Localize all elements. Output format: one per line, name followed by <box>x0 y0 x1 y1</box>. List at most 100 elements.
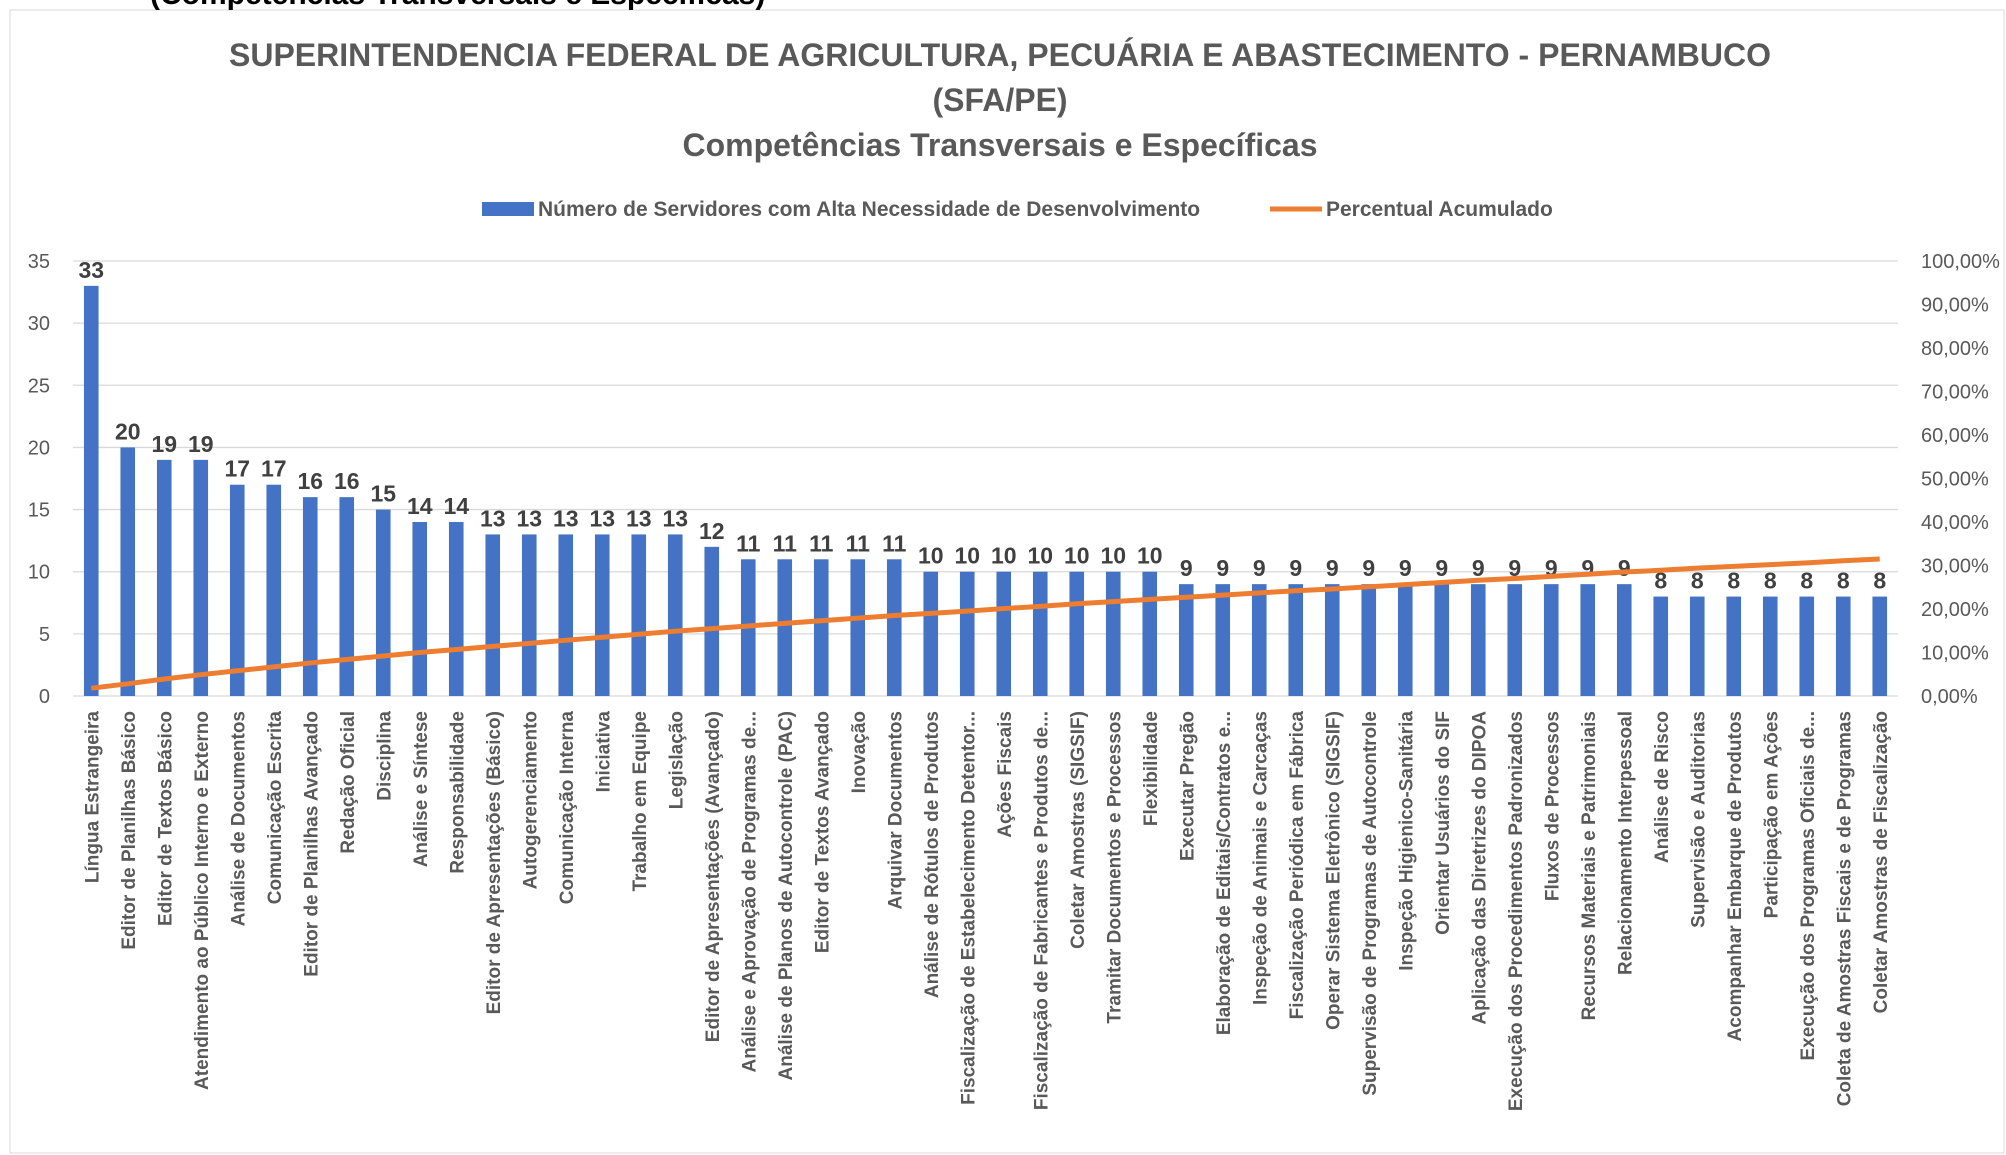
legend-swatch <box>482 202 534 216</box>
bar <box>120 447 136 696</box>
data-label: 33 <box>78 257 104 283</box>
data-label: 8 <box>1800 568 1813 594</box>
x-tick-label: Análise de Rótulos de Produtos <box>922 711 943 998</box>
x-tick-label: Orientar Usuários do SIF <box>1433 711 1454 935</box>
x-tick-label: Aplicação das Diretrizes do DIPOA <box>1469 711 1490 1025</box>
data-label: 11 <box>882 530 907 556</box>
bar <box>996 571 1012 696</box>
data-label: 10 <box>1137 543 1163 569</box>
bar <box>1434 584 1450 696</box>
x-tick-label: Participação em Ações <box>1761 711 1782 918</box>
x-tick-label: Análise de Risco <box>1652 711 1673 863</box>
data-label: 10 <box>1100 543 1126 569</box>
bar <box>667 534 683 696</box>
bar <box>1872 596 1888 696</box>
y2-tick-label: 60,00% <box>1921 425 1989 447</box>
y2-tick-label: 40,00% <box>1921 512 1989 534</box>
bar <box>1251 584 1267 696</box>
bar <box>521 534 537 696</box>
bar <box>777 559 793 696</box>
data-label: 13 <box>626 505 652 531</box>
bar <box>1069 571 1085 696</box>
data-label: 16 <box>297 468 323 494</box>
chart-title: SUPERINTENDENCIA FEDERAL DE AGRICULTURA,… <box>229 37 1771 73</box>
y-tick-label: 30 <box>28 313 50 335</box>
x-tick-label: Inspeção Higienico-Sanitária <box>1396 711 1417 971</box>
data-label: 11 <box>846 530 871 556</box>
x-tick-label: Coletar Amostras de Fiscalização <box>1871 711 1892 1013</box>
bar <box>1215 584 1231 696</box>
chart-title: (SFA/PE) <box>932 82 1067 118</box>
bar <box>886 559 902 696</box>
x-tick-label: Fiscalização de Estabelecimento Detentor… <box>958 711 979 1105</box>
data-label: 19 <box>188 431 214 457</box>
bar <box>1361 584 1377 696</box>
x-tick-label: Atendimento ao Público Interno e Externo <box>192 711 213 1090</box>
x-tick-label: Disciplina <box>374 711 395 801</box>
data-label: 9 <box>1399 555 1412 581</box>
bar <box>850 559 866 696</box>
x-tick-label: Comunicação Escrita <box>265 711 286 905</box>
x-tick-label: Análise de Planos de Autocontrole (PAC) <box>776 711 797 1081</box>
heading: (Competências Transversais e Específicas… <box>150 0 765 11</box>
x-tick-label: Responsabilidade <box>447 711 468 874</box>
data-label: 13 <box>516 505 542 531</box>
chart-title: Competências Transversais e Específicas <box>682 127 1317 163</box>
x-tick-label: Tramitar Documentos e Processos <box>1104 711 1125 1024</box>
y2-tick-label: 30,00% <box>1921 556 1989 578</box>
x-tick-label: Arquivar Documentos <box>885 711 906 909</box>
bar <box>1726 596 1742 696</box>
bar <box>594 534 610 696</box>
data-label: 17 <box>261 456 287 482</box>
cumulative-line <box>90 556 1880 691</box>
x-tick-label: Flexibilidade <box>1141 711 1162 826</box>
y-tick-label: 5 <box>39 624 50 646</box>
data-label: 9 <box>1253 555 1266 581</box>
x-tick-label: Trabalho em Equipe <box>630 711 651 892</box>
data-label: 10 <box>991 543 1017 569</box>
x-tick-label: Editor de Apresentações (Básico) <box>484 711 505 1014</box>
data-label: 13 <box>480 505 506 531</box>
bar <box>704 546 720 696</box>
x-tick-label: Supervisão de Programas de Autocontrole <box>1360 711 1381 1096</box>
bar <box>1178 584 1194 696</box>
data-label: 14 <box>443 493 469 519</box>
x-tick-label: Acompanhar Embarque de Produtos <box>1725 711 1746 1041</box>
x-tick-label: Análise de Documentos <box>228 711 249 926</box>
data-label: 16 <box>334 468 360 494</box>
x-tick-label: Redação Oficial <box>338 711 359 854</box>
x-tick-label: Relacionamento Interpessoal <box>1615 711 1636 975</box>
x-tick-label: Editor de Planilhas Básico <box>119 711 140 950</box>
y-tick-label: 15 <box>28 500 50 522</box>
bar <box>1324 584 1340 696</box>
x-tick-label: Recursos Materiais e Patrimoniais <box>1579 711 1600 1020</box>
data-label: 15 <box>370 481 396 507</box>
legend-label: Percentual Acumulado <box>1326 198 1553 221</box>
data-label: 13 <box>662 505 688 531</box>
legend-label: Número de Servidores com Alta Necessidad… <box>538 198 1200 221</box>
data-label: 10 <box>1027 543 1053 569</box>
bar <box>1543 584 1559 696</box>
data-label: 9 <box>1362 555 1375 581</box>
data-label: 8 <box>1837 568 1850 594</box>
bar <box>412 522 428 696</box>
data-label: 9 <box>1180 555 1193 581</box>
y-tick-label: 10 <box>28 562 50 584</box>
bar <box>339 497 355 696</box>
x-tick-label: Fluxos de Processos <box>1542 711 1563 901</box>
bar <box>1689 596 1705 696</box>
y2-tick-label: 70,00% <box>1921 382 1989 404</box>
y2-tick-label: 0,00% <box>1921 686 1978 708</box>
bar <box>1397 584 1413 696</box>
x-tick-label: Supervisão e Auditorias <box>1688 711 1709 928</box>
y2-tick-label: 90,00% <box>1921 295 1989 317</box>
x-tick-label: Operar Sistema Eletrônico (SIGSIF) <box>1323 711 1344 1030</box>
data-label: 10 <box>918 543 944 569</box>
bar <box>229 484 245 696</box>
data-label: 8 <box>1691 568 1704 594</box>
x-tick-label: Autogerenciamento <box>520 711 541 889</box>
y-tick-label: 25 <box>28 375 50 397</box>
x-tick-label: Editor de Planilhas Avançado <box>301 711 322 977</box>
bar <box>1580 584 1596 696</box>
data-label: 8 <box>1654 568 1667 594</box>
